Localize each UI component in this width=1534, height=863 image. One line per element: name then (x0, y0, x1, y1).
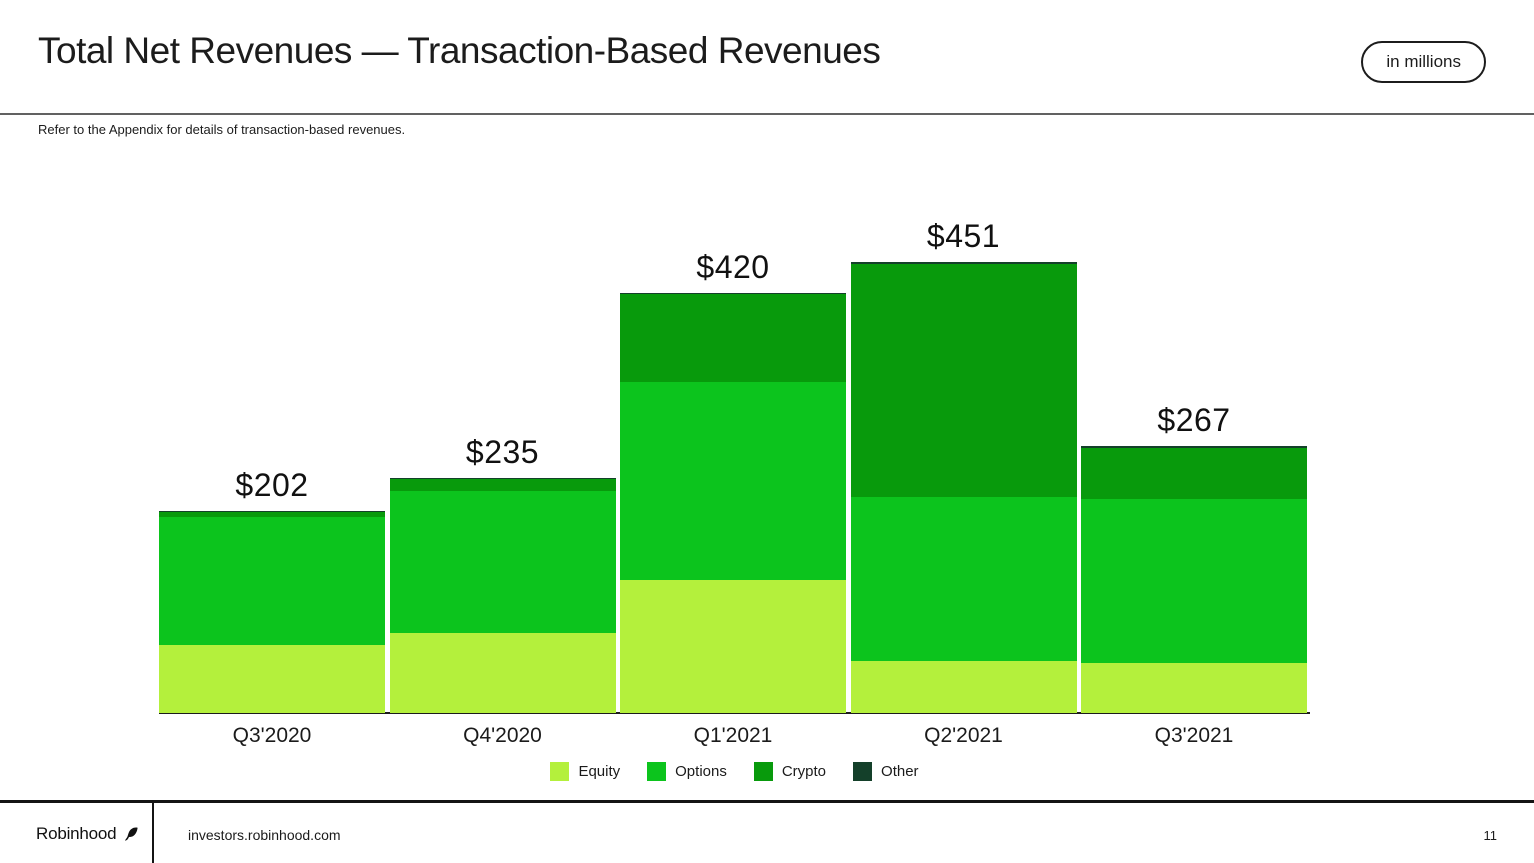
bar-segment-equity-q22021 (850, 661, 1077, 713)
bar-segment-options-q32020 (159, 517, 385, 645)
legend-item-crypto: Crypto (753, 762, 827, 781)
legend-swatch-equity (550, 762, 570, 781)
bar-segment-other-q12021 (620, 293, 846, 294)
page-number: 11 (1483, 828, 1498, 843)
footer-vertical-divider (152, 803, 154, 863)
legend-swatch-crypto (753, 762, 773, 781)
robinhood-logo: Robinhood (36, 824, 140, 844)
legend-label: Crypto (781, 763, 827, 780)
bar-segment-options-q42020 (389, 491, 616, 633)
x-axis-label: Q3'2021 (1154, 724, 1234, 747)
header-divider (0, 113, 1534, 115)
legend-item-options: Options (647, 762, 727, 781)
x-axis-label: Q1'2021 (693, 724, 773, 747)
bar-segment-other-q22021 (850, 262, 1077, 264)
bar-segment-other-q42020 (389, 478, 616, 479)
bar-segment-crypto-q12021 (620, 294, 846, 382)
bar-segment-options-q22021 (850, 497, 1077, 661)
footer-url: investors.robinhood.com (188, 827, 341, 843)
bar-segment-equity-q42020 (389, 633, 616, 713)
legend-item-equity: Equity (550, 762, 620, 781)
x-axis-label: Q3'2020 (232, 724, 312, 747)
feather-icon (125, 827, 138, 841)
bar-segment-crypto-q32020 (159, 512, 385, 517)
legend-swatch-other (853, 762, 873, 781)
bar-total-label: $235 (465, 434, 540, 470)
robinhood-wordmark: Robinhood (36, 824, 117, 843)
bar-segment-options-q32021 (1081, 499, 1307, 663)
page-title: Total Net Revenues — Transaction-Based R… (38, 30, 881, 71)
x-axis-line (159, 712, 1310, 714)
bar-total-label: $267 (1157, 402, 1231, 438)
chart-legend: Equity Options Crypto Other (159, 762, 1310, 781)
bar-segment-other-q32021 (1081, 446, 1307, 448)
legend-label: Equity (578, 763, 621, 780)
x-axis-label: Q2'2021 (924, 724, 1003, 747)
bar-segment-crypto-q22021 (850, 264, 1077, 497)
bar-segment-other-q32020 (159, 511, 385, 512)
legend-label: Options (675, 763, 727, 780)
revenue-stacked-bar-chart: Equity Options Crypto Other $202 Q3'2020 $235… (159, 218, 1310, 781)
bar-segment-crypto-q32021 (1081, 448, 1307, 499)
bar-segment-equity-q32021 (1081, 663, 1307, 713)
legend-item-other: Other (853, 762, 919, 781)
appendix-note: Refer to the Appendix for details of tra… (38, 122, 406, 137)
x-axis-label: Q4'2020 (463, 724, 542, 747)
bar-total-label: $202 (235, 467, 309, 503)
bar-total-label: $451 (926, 218, 1001, 254)
legend-label: Other (881, 763, 919, 780)
bar-segment-options-q12021 (620, 382, 846, 580)
legend-swatch-options (647, 762, 667, 781)
bar-segment-equity-q12021 (620, 580, 846, 713)
bar-segment-crypto-q42020 (389, 479, 616, 491)
footer-top-border (0, 800, 1534, 803)
in-millions-badge: in millions (1361, 41, 1486, 83)
bar-total-label: $420 (696, 249, 770, 285)
bar-segment-equity-q32020 (159, 645, 385, 713)
